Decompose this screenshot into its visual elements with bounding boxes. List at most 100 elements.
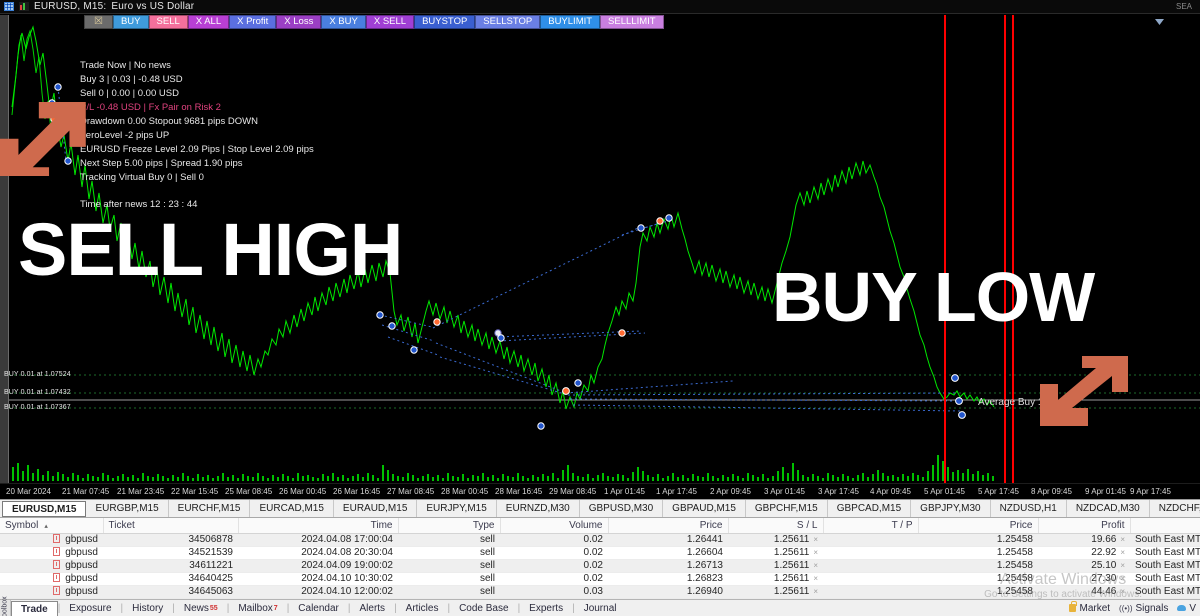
close-icon[interactable]: × — [813, 587, 818, 596]
symbol-tab-eurjpy-m15[interactable]: EURJPY,M15 — [417, 500, 497, 517]
info-line-7: Tracking Virtual Buy 0 | Sell 0 — [80, 171, 204, 183]
table-body: gbpusd 34506878 2024.04.08 17:00:04 sell… — [0, 533, 1200, 599]
close-icon[interactable]: × — [813, 561, 818, 570]
sell-button[interactable]: SELL — [148, 15, 188, 29]
cell-ticket: 34521539 — [103, 546, 238, 560]
sell-high-overlay-text: SELL HIGH — [18, 208, 403, 291]
col-volume[interactable]: Volume — [500, 518, 609, 534]
cell-sl: 1.25611 × — [728, 533, 823, 547]
price-level-label-2: BUY 0.01 at 1.07432 — [4, 389, 71, 396]
lock-icon — [1069, 601, 1077, 612]
buystop-button[interactable]: BUYSTOP — [414, 15, 476, 29]
time-tick-15: 3 Apr 17:45 — [818, 487, 859, 496]
symbol-tab-eurchf-m15[interactable]: EURCHF,M15 — [169, 500, 251, 517]
close-all-button[interactable]: X ALL — [187, 15, 230, 29]
toolbox-tab-mailbox-label: Mailbox — [238, 602, 273, 614]
close-buy-button[interactable]: X BUY — [321, 15, 366, 29]
col-symbol[interactable]: Symbol ▴ — [0, 518, 104, 534]
symbol-tab-eurnzd-m30[interactable]: EURNZD,M30 — [497, 500, 580, 517]
symbol-tab-gbpusd-m30[interactable]: GBPUSD,M30 — [580, 500, 664, 517]
cell-volume: 0.02 — [500, 533, 608, 547]
close-profit-button[interactable]: X Profit — [229, 15, 277, 29]
col-ticket[interactable]: Ticket — [103, 518, 239, 534]
selllimit-button[interactable]: SELLLIMIT — [600, 15, 664, 29]
table-row[interactable]: gbpusd 34521539 2024.04.08 20:30:04 sell… — [0, 546, 1200, 560]
col-price-open[interactable]: Price — [608, 518, 729, 534]
close-position-icon[interactable]: × — [1120, 548, 1125, 557]
toolbox-tab-experts[interactable]: Experts — [529, 602, 564, 614]
symbol-tab-nzdusd-h1[interactable]: NZDUSD,H1 — [991, 500, 1067, 517]
close-position-icon[interactable]: × — [1120, 574, 1125, 583]
toolbox-tab-mailbox[interactable]: Mailbox 7 — [229, 600, 286, 616]
table-row[interactable]: gbpusd 34645063 2024.04.10 12:00:02 sell… — [0, 585, 1200, 599]
cell-price-current: 1.25458 — [918, 572, 1038, 586]
table-row[interactable]: gbpusd 34640425 2024.04.10 10:30:02 sell… — [0, 572, 1200, 586]
col-sl[interactable]: S / L — [728, 518, 824, 534]
divider: | — [447, 602, 451, 614]
col-type[interactable]: Type — [398, 518, 501, 534]
time-tick-2: 21 Mar 23:45 — [117, 487, 165, 496]
toolbox-tab-journal[interactable]: Journal — [583, 602, 617, 614]
market-status-item[interactable]: Market — [1069, 601, 1110, 614]
info-line-0: Trade Now | No news — [80, 60, 171, 71]
toolbox-tab-trade[interactable]: Trade — [11, 600, 58, 616]
position-icon — [53, 547, 61, 556]
col-comment[interactable] — [1130, 518, 1200, 534]
time-tick-4: 25 Mar 08:45 — [225, 487, 273, 496]
symbol-tab-gbpcad-m15[interactable]: GBPCAD,M15 — [828, 500, 912, 517]
toolbox-tab-exposure[interactable]: Exposure — [69, 602, 112, 614]
price-chart-canvas[interactable]: Trade Now | No news Buy 3 | 0.03 | -0.48… — [0, 15, 1200, 483]
close-position-icon[interactable]: × — [1120, 561, 1125, 570]
symbol-tab-gbpaud-m15[interactable]: GBPAUD,M15 — [663, 500, 746, 517]
symbol-tab-eurgbp-m15[interactable]: EURGBP,M15 — [86, 500, 169, 517]
position-icon — [53, 560, 61, 569]
sl-text: 1.25611 — [773, 573, 810, 584]
toolbox-tab-calendar[interactable]: Calendar — [298, 602, 339, 614]
cell-price-current: 1.25458 — [918, 533, 1038, 547]
close-sell-button[interactable]: X SELL — [365, 15, 415, 29]
panel-toggle-button[interactable]: ☒ — [84, 15, 113, 29]
table-row[interactable]: gbpusd 34506878 2024.04.08 17:00:04 sell… — [0, 533, 1200, 547]
close-icon[interactable]: × — [813, 535, 818, 544]
cell-profit: 25.10 × — [1038, 559, 1130, 573]
toolbox-tab-bar: Toolbox Trade | Exposure | History | New… — [0, 596, 1200, 616]
cell-symbol: gbpusd — [0, 559, 103, 573]
symbol-tab-euraud-m15[interactable]: EURAUD,M15 — [334, 500, 418, 517]
cell-ticket: 34640425 — [103, 572, 238, 586]
symbol-text: gbpusd — [65, 586, 98, 597]
col-tp[interactable]: T / P — [823, 518, 919, 534]
sellstop-button[interactable]: SELLSTOP — [475, 15, 541, 29]
cell-profit: 44.46 × — [1038, 585, 1130, 599]
buy-button[interactable]: BUY — [112, 15, 149, 29]
symbol-tab-gbpchf-m15[interactable]: GBPCHF,M15 — [746, 500, 828, 517]
col-price-current[interactable]: Price — [918, 518, 1039, 534]
symbol-tab-gbpjpy-m30[interactable]: GBPJPY,M30 — [911, 500, 991, 517]
cloud-status-item[interactable]: V — [1177, 603, 1196, 614]
close-icon[interactable]: × — [813, 548, 818, 557]
cell-price-open: 1.26823 — [608, 572, 728, 586]
toolbox-tab-codebase[interactable]: Code Base — [459, 602, 509, 614]
buylimit-button[interactable]: BUYLIMIT — [540, 15, 601, 29]
toolbox-tab-articles[interactable]: Articles — [405, 602, 439, 614]
symbol-tab-eurusd-m15[interactable]: EURUSD,M15 — [2, 501, 87, 517]
close-position-icon[interactable]: × — [1120, 535, 1125, 544]
profit-text: 22.92 — [1091, 547, 1117, 558]
cell-ticket: 34506878 — [103, 533, 238, 547]
price-series-line — [11, 25, 995, 410]
signals-status-item[interactable]: ((•)) Signals — [1119, 603, 1168, 614]
trades-table-container[interactable]: Symbol ▴ Ticket Time Type Volume Price S … — [0, 518, 1200, 599]
col-time[interactable]: Time — [238, 518, 399, 534]
table-row[interactable]: gbpusd 34611221 2024.04.09 19:00:02 sell… — [0, 559, 1200, 573]
symbol-tab-nzdchf-m15[interactable]: NZDCHF,M15 — [1150, 500, 1200, 517]
close-position-icon[interactable]: × — [1120, 587, 1125, 596]
time-tick-16: 4 Apr 09:45 — [870, 487, 911, 496]
close-loss-button[interactable]: X Loss — [276, 15, 322, 29]
symbol-tab-eurcad-m15[interactable]: EURCAD,M15 — [250, 500, 334, 517]
toolbox-tab-alerts[interactable]: Alerts — [359, 602, 386, 614]
symbol-tab-nzdcad-m30[interactable]: NZDCAD,M30 — [1067, 500, 1150, 517]
toolbox-tab-news[interactable]: News 55 — [175, 600, 227, 616]
toolbox-tab-history[interactable]: History — [132, 602, 164, 614]
col-profit[interactable]: Profit — [1038, 518, 1131, 534]
close-icon[interactable]: × — [813, 574, 818, 583]
toolbox-side-label: Toolbox — [0, 596, 11, 616]
